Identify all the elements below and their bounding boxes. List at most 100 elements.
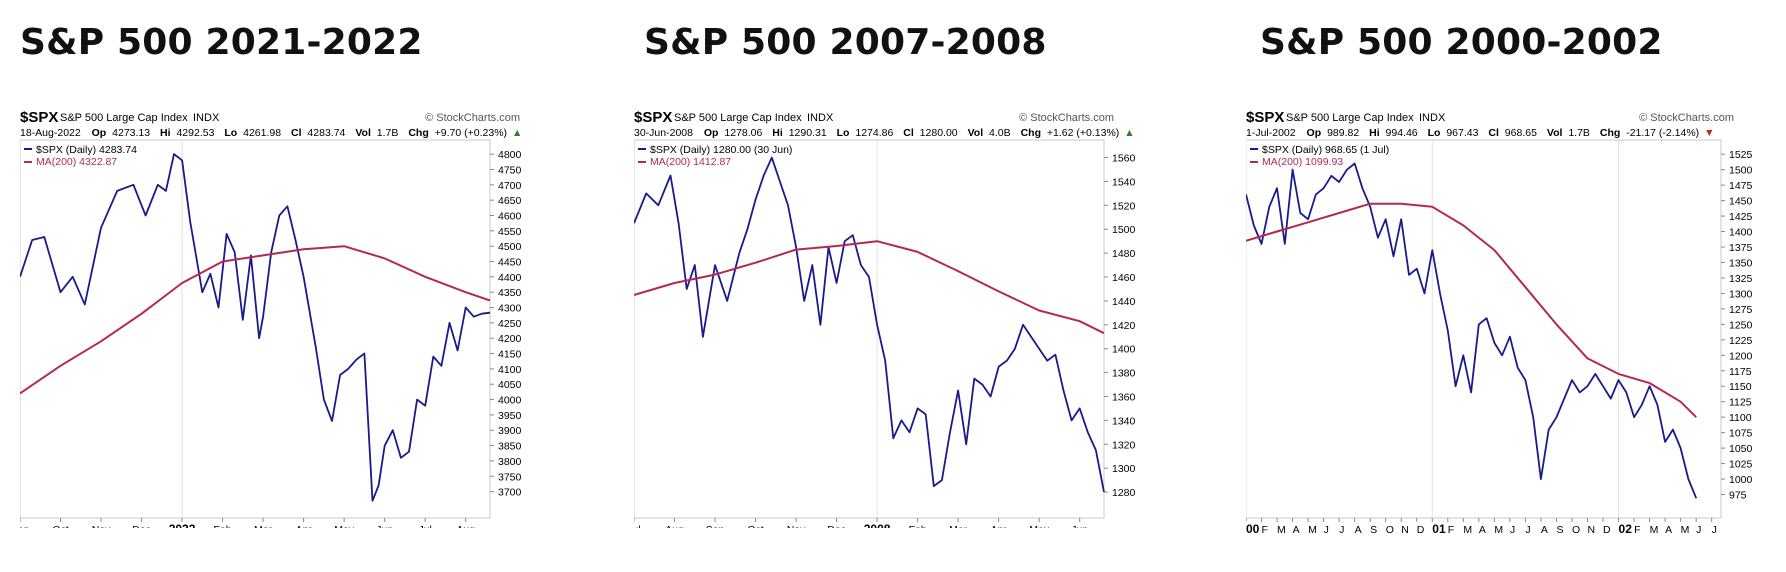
x-tick-label: J — [1712, 524, 1717, 536]
y-tick-label: 4800 — [498, 149, 522, 161]
y-tick-label: 1025 — [1729, 459, 1753, 471]
x-tick-label: M — [1681, 524, 1690, 536]
ohlc-lo: 4261.98 — [243, 127, 281, 139]
x-tick-label: M — [1650, 524, 1659, 536]
y-tick-label: 4000 — [498, 395, 522, 407]
price-line — [634, 156, 1105, 493]
y-tick-label: 4700 — [498, 180, 522, 192]
ohlc-date: 18-Aug-2022 — [20, 127, 81, 139]
y-tick-label: 1420 — [1112, 320, 1136, 332]
y-tick-label: 1400 — [1729, 227, 1753, 239]
ohlc-lo: 1274.86 — [855, 127, 893, 139]
x-tick-label: Feb — [909, 524, 927, 528]
x-tick-label: Apr — [295, 524, 312, 528]
x-tick-label: May — [1029, 524, 1050, 528]
x-tick-label: D — [1603, 524, 1611, 536]
ohlc-lo: 967.43 — [1446, 127, 1478, 139]
x-tick-label: M — [1494, 524, 1503, 536]
y-tick-label: 1360 — [1112, 392, 1136, 404]
x-tick-label: Mar — [949, 524, 968, 528]
plot-area: 3700 3750 3800 3850 3900 3950 4000 4050 4100 4150… — [20, 140, 522, 528]
x-tick-label: Apr — [990, 524, 1007, 528]
ohlc-line: 1-Jul-2002 Op 989.82 Hi 994.46 Lo 967.43… — [1246, 127, 1714, 139]
x-tick-label: Jun — [1071, 524, 1088, 528]
ohlc-chg-label: Chg — [408, 127, 428, 139]
x-tick-label: J — [1339, 524, 1344, 536]
y-tick-label: 1460 — [1112, 272, 1136, 284]
y-tick-label: 1225 — [1729, 335, 1753, 347]
y-tick-label: 3700 — [498, 487, 522, 499]
x-tick-label: F — [1634, 524, 1640, 536]
y-tick-label: 4150 — [498, 349, 522, 361]
y-tick-label: 1250 — [1729, 319, 1753, 331]
legend-price: $SPX (Daily) 1280.00 (30 Jun) — [650, 144, 792, 156]
x-tick-label: F — [1262, 524, 1268, 536]
y-tick-label: 1475 — [1729, 180, 1753, 192]
ohlc-date: 30-Jun-2008 — [634, 127, 693, 139]
chart-index-name: S&P 500 Large Cap Index — [1286, 112, 1414, 124]
y-tick-label: 1500 — [1729, 165, 1753, 177]
ohlc-vol: 1.7B — [377, 127, 399, 139]
legend-price: $SPX (Daily) 968.65 (1 Jul) — [1262, 144, 1389, 156]
ohlc-line: 30-Jun-2008 Op 1278.06 Hi 1290.31 Lo 127… — [634, 127, 1135, 139]
legend-price: $SPX (Daily) 4283.74 — [36, 144, 137, 156]
ohlc-hi-label: Hi — [160, 127, 171, 139]
y-tick-label: 1300 — [1729, 288, 1753, 300]
chart-brand: © StockCharts.com — [425, 112, 520, 124]
ohlc-hi-label: Hi — [772, 127, 783, 139]
y-tick-label: 1350 — [1729, 257, 1753, 269]
plot-area: 975 1000 1025 1050 1075 1100 1125 1150 1175 1200 1… — [1246, 140, 1753, 536]
y-tick-label: 4450 — [498, 257, 522, 269]
x-tick-label: 00 — [1246, 522, 1260, 536]
y-tick-label: 1325 — [1729, 273, 1753, 285]
ohlc-cl-label: Cl — [291, 127, 302, 139]
chart-exchange: INDX — [807, 112, 834, 124]
y-tick-label: 4350 — [498, 287, 522, 299]
plot-frame — [1246, 139, 1722, 519]
y-tick-label: 1450 — [1729, 196, 1753, 208]
x-tick-label: O — [1386, 524, 1394, 536]
plot-frame — [634, 139, 1105, 519]
ohlc-cl-label: Cl — [1488, 127, 1499, 139]
y-tick-label: 4100 — [498, 364, 522, 376]
chart-exchange: INDX — [1419, 112, 1446, 124]
ma200-line — [20, 245, 491, 395]
ohlc-line: 18-Aug-2022 Op 4273.13 Hi 4292.53 Lo 426… — [20, 127, 522, 139]
y-tick-label: 1300 — [1112, 463, 1136, 475]
ohlc-cl-label: Cl — [903, 127, 914, 139]
y-tick-label: 1480 — [1112, 248, 1136, 260]
y-tick-label: 1050 — [1729, 443, 1753, 455]
y-tick-label: 1150 — [1729, 381, 1752, 393]
x-tick-label: 01 — [1432, 522, 1446, 536]
y-tick-label: 4600 — [498, 210, 522, 222]
chg-down-icon: ▼ — [1704, 127, 1714, 139]
y-tick-label: 1200 — [1729, 350, 1753, 362]
x-tick-label: N — [1588, 524, 1596, 536]
ma200-line — [1246, 202, 1697, 418]
x-tick-label: N — [1401, 524, 1409, 536]
y-tick-label: 975 — [1729, 490, 1747, 502]
ohlc-lo-label: Lo — [1428, 127, 1441, 139]
y-tick-label: 1440 — [1112, 296, 1136, 308]
x-tick-label: F — [1448, 524, 1454, 536]
y-tick-label: 1075 — [1729, 428, 1753, 440]
chart-symbol: $SPX — [1246, 109, 1284, 126]
y-tick-label: 4650 — [498, 195, 522, 207]
chart-index-name: S&P 500 Large Cap Index — [674, 112, 802, 124]
legend-ma: MA(200) 4322.87 — [36, 156, 117, 168]
x-tick-label: Aug — [665, 524, 684, 528]
x-tick-label: Oct — [52, 524, 68, 528]
y-tick-label: 1400 — [1112, 344, 1136, 356]
y-tick-label: 1125 — [1729, 397, 1752, 409]
x-tick-label: Aug — [456, 524, 475, 528]
panel-title: S&P 500 2021-2022 — [20, 22, 423, 63]
y-tick-label: 4750 — [498, 164, 522, 176]
y-tick-label: 1280 — [1112, 487, 1136, 499]
y-tick-label: 1175 — [1729, 366, 1752, 378]
y-tick-label: 1375 — [1729, 242, 1753, 254]
x-tick-label: Nov — [92, 524, 111, 528]
x-tick-label: 2008 — [864, 522, 891, 528]
ohlc-hi: 994.46 — [1386, 127, 1418, 139]
x-tick-label: S — [1370, 524, 1377, 536]
chart-symbol: $SPX — [20, 109, 58, 126]
